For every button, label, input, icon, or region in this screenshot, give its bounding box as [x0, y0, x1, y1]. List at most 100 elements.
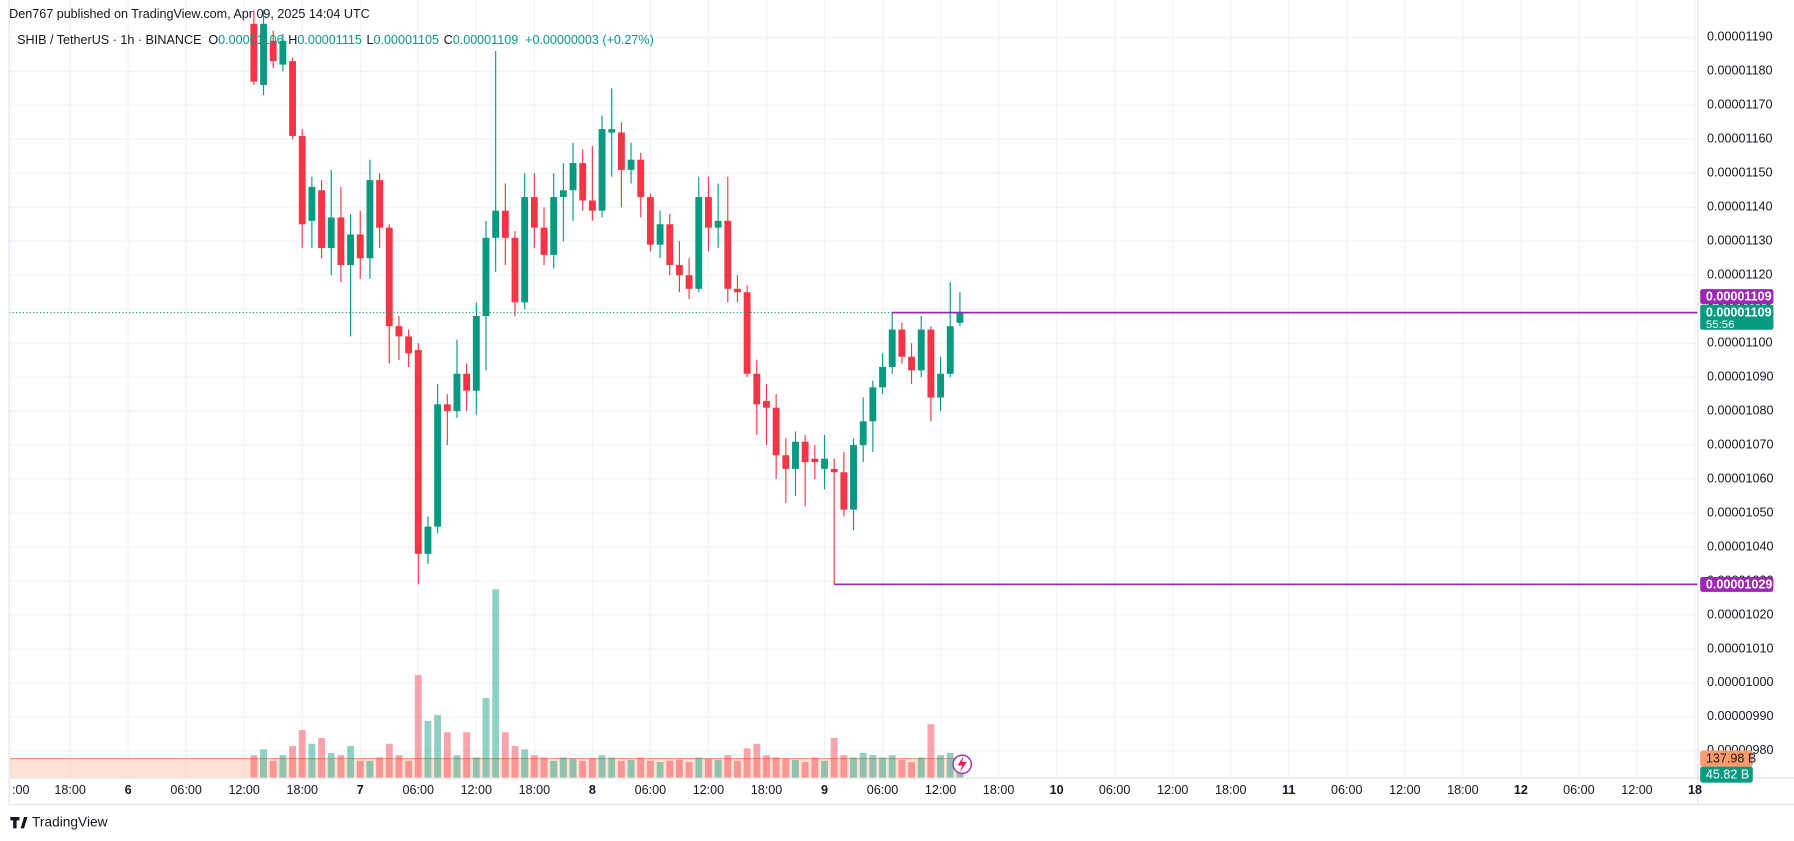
volume-bar: [840, 755, 848, 779]
volume-bar: [569, 758, 577, 779]
volume-bar: [269, 760, 277, 779]
candle-body: [821, 458, 828, 469]
volume-bar: [637, 757, 645, 779]
y-tick-label: 0.00001160: [1707, 132, 1773, 146]
candle-body: [308, 186, 316, 221]
volume-bar: [453, 755, 461, 779]
volume-bar: [434, 715, 442, 779]
y-tick-label: 0.00001070: [1707, 437, 1773, 451]
ohlc-key: H: [288, 34, 297, 48]
candle-body: [598, 129, 606, 211]
candle-body: [956, 312, 964, 323]
volume-bar: [714, 759, 722, 779]
volume-bar: [366, 760, 374, 779]
volume-bar: [830, 737, 838, 779]
volume-bar: [405, 760, 413, 779]
candle-body: [792, 441, 799, 469]
candle-body: [830, 468, 838, 473]
candle-body: [279, 40, 287, 65]
volume-ma-label: 137.98 B: [1706, 751, 1756, 765]
y-tick-label: 0.00001130: [1707, 234, 1773, 248]
candle-body: [617, 132, 625, 170]
volume-bar: [734, 760, 741, 779]
volume-bar: [801, 762, 809, 779]
x-tick-label: 10: [1050, 783, 1064, 797]
y-tick-label: 0.00001020: [1707, 607, 1773, 621]
y-tick-label: 0.00001100: [1707, 335, 1773, 349]
candle-body: [260, 23, 267, 85]
candle-body: [492, 210, 500, 238]
volume-bar: [675, 759, 683, 779]
x-tick-label: 12:00: [461, 783, 492, 797]
x-tick-label: 18:00: [983, 783, 1014, 797]
candle-body: [250, 23, 258, 82]
x-tick-label: 06:00: [403, 783, 434, 797]
change: +0.00000003 (+0.27%): [525, 34, 654, 48]
x-tick-label: 18:00: [1215, 783, 1246, 797]
candle-body: [559, 190, 567, 198]
volume-bar: [811, 757, 819, 779]
volume-bar: [608, 757, 616, 779]
x-tick-label: 18:00: [1447, 783, 1478, 797]
volume-label-box: [1700, 766, 1753, 783]
candle-body: [724, 220, 732, 289]
candle-body: [763, 400, 770, 408]
candle-body: [646, 197, 654, 245]
volume-bar: [627, 759, 635, 779]
volume-bar: [356, 760, 364, 779]
candle-body: [946, 326, 954, 374]
x-tick-label: 6: [125, 783, 132, 797]
last-price-label: 0.00001109: [1706, 305, 1772, 319]
candle-body: [908, 356, 915, 371]
volume-bar: [753, 743, 761, 779]
candle-body: [588, 200, 596, 211]
x-tick-label: 12:00: [1389, 783, 1420, 797]
volume-bar: [501, 732, 509, 779]
volume-bar: [424, 720, 432, 779]
level-label-box: [1700, 289, 1774, 305]
volume-bar: [850, 757, 857, 779]
ohlc-value: 0.00001115: [297, 34, 362, 48]
volume-bar: [289, 745, 296, 779]
brand: TradingView: [32, 814, 108, 829]
candle-body: [550, 197, 558, 255]
candle-body: [801, 441, 809, 463]
x-tick-label: 06:00: [170, 783, 201, 797]
ohlc-value: 0.00001109: [453, 34, 519, 48]
candle-body: [521, 197, 529, 303]
countdown: 55:56: [1706, 319, 1735, 331]
volume-bar: [492, 589, 500, 779]
volume-pane: [9, 589, 965, 779]
candle-body: [289, 61, 296, 136]
x-tick-label: 9: [821, 783, 828, 797]
volume-bar: [821, 760, 828, 779]
y-tick-label: 0.00001120: [1707, 268, 1773, 282]
volume-bar: [782, 758, 790, 779]
volume-bar: [260, 749, 267, 779]
candle-body: [482, 237, 490, 316]
volume-bar: [927, 724, 935, 779]
candle-body: [540, 227, 548, 255]
volume-bar: [705, 758, 712, 779]
y-tick-label: 0.00001000: [1707, 675, 1773, 689]
volume-bar: [685, 762, 693, 779]
volume-bar: [347, 745, 355, 779]
volume-bar: [724, 755, 732, 779]
volume-bar: [656, 762, 664, 779]
x-tick-label: 12:00: [1157, 783, 1188, 797]
level-label-box: [1700, 576, 1774, 592]
candle-body: [414, 349, 422, 554]
candle-body: [530, 197, 538, 228]
candle-body: [569, 163, 577, 191]
volume-bar: [337, 755, 345, 779]
volume-bar: [879, 757, 886, 779]
y-tick-label: 0.00001040: [1707, 539, 1773, 553]
volume-bar: [521, 749, 529, 779]
last-price-box: [1700, 304, 1774, 330]
candle-body: [879, 366, 886, 388]
x-tick-label: 06:00: [1099, 783, 1130, 797]
candle-body: [734, 288, 741, 293]
candle-body: [675, 265, 683, 276]
